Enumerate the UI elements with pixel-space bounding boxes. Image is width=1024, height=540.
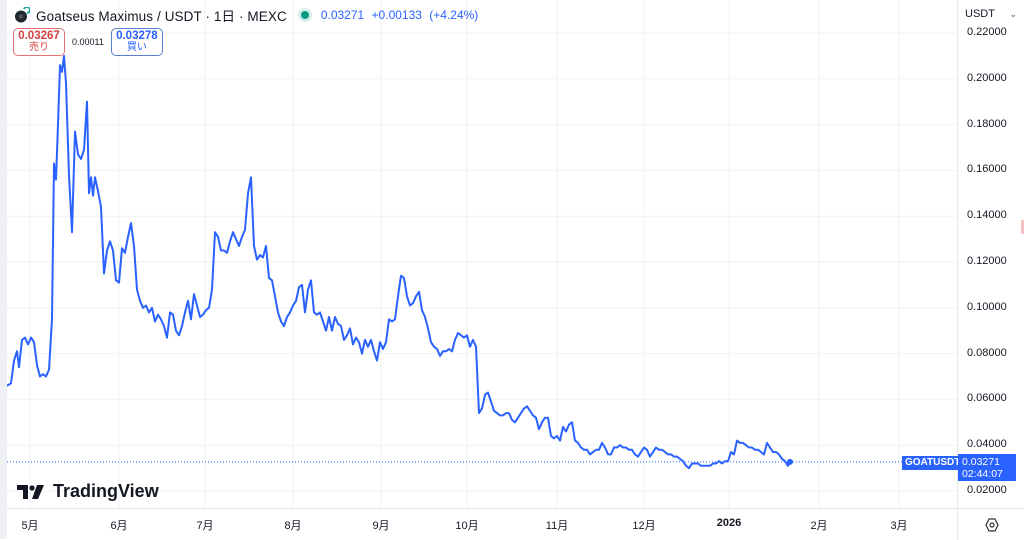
time-tick: 10月 [455, 520, 479, 532]
time-tick: 11月 [545, 520, 569, 532]
price-tick: 0.16000 [967, 163, 1007, 176]
chevron-down-icon: ⌄ [1009, 8, 1017, 19]
time-tick: 6月 [110, 520, 128, 532]
time-tick: 7月 [196, 520, 214, 532]
symbol-title[interactable]: Goatseus Maximus / USDT · 1日 · MEXC [36, 9, 287, 24]
last-point-marker [787, 458, 793, 465]
bar-countdown: 02:44:07 [962, 468, 1003, 480]
settings-gear-icon [984, 517, 999, 532]
last-price-text: 0.03271 [320, 8, 365, 22]
time-tick: 3月 [890, 520, 908, 532]
last-price-tag: 0.03271 02:44:07 [958, 454, 1016, 481]
price-tick: 0.02000 [967, 484, 1007, 496]
spread-value: 0.00011 [72, 37, 104, 47]
chart-settings-button[interactable] [957, 508, 1024, 540]
tradingview-logo-icon [17, 484, 44, 499]
price-line-series [6, 54, 791, 470]
sell-button[interactable]: 0.03267 売り [13, 28, 65, 56]
coin-logo-icon [14, 6, 31, 23]
last-price-value: 0.03271 [962, 456, 1000, 468]
price-tick: 0.06000 [967, 392, 1007, 405]
logo-text: TradingView [53, 481, 159, 501]
currency-dropdown[interactable]: USDT ⌄ [965, 5, 1017, 23]
time-axis[interactable]: 5月 6月 7月 8月 9月 10月 11月 12月 2026 2月 3月 [7, 508, 957, 540]
price-tick: 0.20000 [967, 71, 1007, 84]
edge-marker [1021, 220, 1024, 234]
change-pct-text: (+4.24%) [429, 8, 479, 22]
currency-label: USDT [965, 8, 995, 20]
left-edge [0, 0, 7, 539]
time-tick: 8月 [284, 520, 302, 532]
time-tick: 2月 [810, 520, 828, 532]
price-tick: 0.22000 [967, 26, 1007, 38]
tradingview-logo[interactable]: TradingView [17, 481, 159, 502]
sell-label: 売り [29, 42, 49, 53]
symbol-price-tag: GOATUSDT [902, 456, 964, 470]
time-tick: 2026 [716, 517, 742, 529]
change-text: +0.00133 [371, 8, 422, 22]
price-tick: 0.08000 [967, 346, 1007, 359]
chart-plot-area[interactable] [6, 0, 957, 508]
buy-label: 買い [126, 42, 147, 53]
price-tick: 0.12000 [967, 255, 1007, 267]
price-tick: 0.14000 [967, 209, 1007, 222]
quote-values: 0.03271 +0.00133 (+4.24%) [321, 8, 483, 22]
price-tick: 0.04000 [967, 438, 1007, 451]
time-tick: 5月 [21, 520, 39, 532]
price-tick: 0.10000 [967, 300, 1007, 313]
symbol-legend: Goatseus Maximus / USDT · 1日 · MEXC 0.03… [14, 5, 482, 25]
sell-price: 0.03267 [18, 30, 60, 42]
price-line-chart[interactable] [6, 0, 957, 508]
market-status-icon [300, 11, 309, 19]
price-axis[interactable]: 0.22000 0.20000 0.18000 0.16000 0.14000 0.120… [957, 0, 1024, 508]
buy-price: 0.03278 [116, 30, 158, 42]
buy-button[interactable]: 0.03278 買い [110, 28, 163, 56]
time-tick: 12月 [632, 520, 656, 532]
trade-panel: 0.03267 売り 0.00011 0.03278 買い [13, 28, 163, 56]
price-tick: 0.18000 [967, 117, 1007, 130]
time-tick: 9月 [372, 520, 390, 532]
